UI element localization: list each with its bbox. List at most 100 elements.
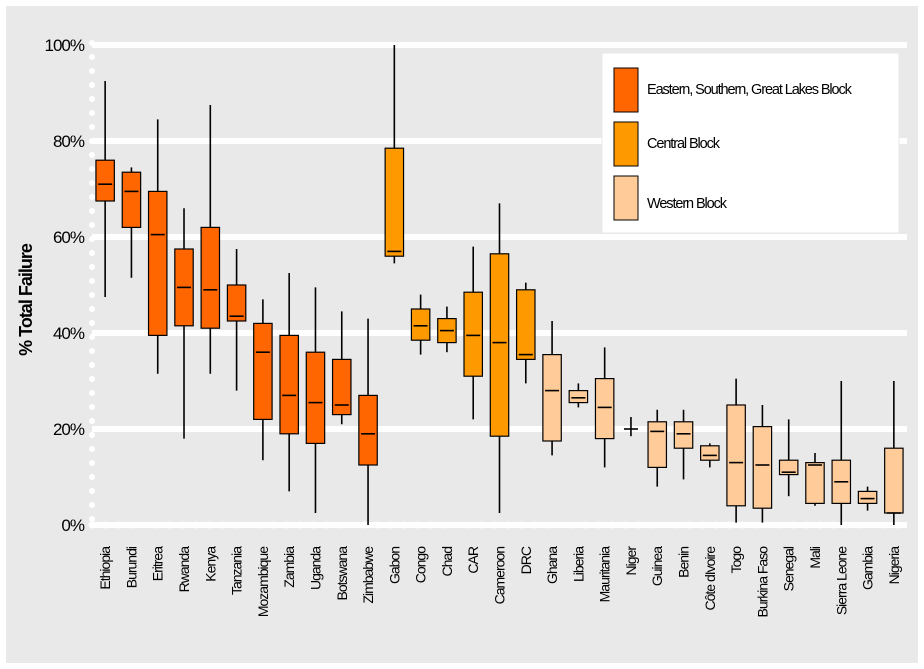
y-tick-label: 60% [53,228,85,247]
box-iqr [410,308,431,341]
x-tick-label: Niger [623,546,639,576]
box-14 [463,246,484,420]
y-axis-ticks: 0% 20% 40% 60% 80% 100% [45,36,86,535]
legend-item: Eastern, Southern, Great Lakes Block [613,67,854,113]
box-iqr [857,490,878,504]
box-25 [752,405,773,523]
box-3 [174,208,194,439]
x-tick-label: Mauritania [597,546,613,603]
box-iqr [305,351,326,445]
box-iqr [489,253,510,437]
box-24 [726,378,746,523]
x-tick-label: Sierra Leone [833,546,849,615]
box-29 [857,486,878,511]
y-tick-label: 80% [53,132,85,151]
x-tick-label: Mali [807,546,823,569]
box-iqr [200,226,221,329]
box-iqr [594,378,615,440]
legend-swatch [613,175,639,221]
box-iqr [568,390,589,404]
x-tick-label: CAR [465,546,481,573]
box-iqr [121,171,142,228]
x-tick-label: Burundi [123,546,139,588]
x-tick-label: Gambia [860,546,876,590]
x-tick-label: Chad [439,547,455,577]
box-iqr [279,334,299,435]
x-tick-label: Mozambique [255,546,271,617]
legend-label: Central Block [647,136,721,152]
y-tick-label: 40% [53,324,85,343]
legend-box [601,52,900,234]
legend: Eastern, Southern, Great Lakes Block Cen… [601,52,900,234]
legend-label: Eastern, Southern, Great Lakes Block [647,82,853,98]
box-23 [700,443,720,468]
box-iqr [515,289,536,360]
box-iqr [884,447,904,514]
x-tick-label: Uganda [307,546,323,590]
legend-item: Central Block [613,121,722,167]
box-4 [200,105,221,374]
legend-item: Western Block [613,175,729,221]
x-tick-label: Kenya [202,546,218,582]
box-iqr [700,445,720,461]
box-0 [95,81,115,297]
y-tick-label: 20% [53,420,85,439]
box-26 [778,419,799,497]
box-9 [331,311,352,425]
y-tick-label: 100% [45,36,85,55]
box-5 [226,249,247,391]
box-22 [673,409,694,480]
x-tick-label: Liberia [570,546,586,582]
x-tick-label: Nigeria [886,546,902,585]
x-tick-label: Zimbabwe [360,546,376,604]
legend-label: Western Block [647,196,728,212]
x-tick-label: Ghana [544,546,560,584]
box-iqr [331,358,352,416]
x-tick-label: Botswana [334,546,350,601]
box-iqr [726,404,746,507]
box-21 [647,409,668,487]
box-series [95,45,904,525]
x-tick-label: Zambia [281,546,297,588]
box-iqr [226,284,247,322]
x-tick-label: Tanzania [229,546,245,595]
box-20 [623,417,638,437]
x-tick-label: Côte dIvoire [702,546,718,611]
box-1 [121,167,142,278]
x-tick-label: DRC [518,546,534,574]
box-iqr [147,190,168,336]
box-7 [279,273,299,492]
x-tick-label: Togo [728,546,744,574]
box-iqr [95,159,115,202]
y-tick-label: 0% [61,516,84,535]
box-iqr [805,462,825,505]
box-27 [805,453,825,506]
x-tick-label: Benin [676,547,692,578]
box-30 [884,381,904,525]
legend-swatch [613,121,639,167]
legend-swatch [613,67,639,113]
box-iqr [752,426,773,509]
box-15 [489,203,510,513]
box-19 [594,347,615,468]
x-tick-label: Burkina Faso [754,546,770,618]
y-axis-title: % Total Failure [16,243,36,356]
x-tick-label: Guinea [649,546,665,586]
x-tick-label: Gabon [386,547,402,584]
x-tick-label: Cameroon [492,547,508,605]
box-iqr [384,147,405,257]
box-iqr [358,394,378,466]
box-6 [253,299,273,461]
box-17 [542,321,562,456]
box-28 [831,381,852,525]
box-2 [147,119,168,374]
x-tick-label: Congo [413,546,429,583]
box-13 [437,306,457,353]
x-tick-label: Rwanda [176,546,192,593]
box-iqr [673,421,694,449]
box-8 [305,287,326,513]
box-iqr [253,322,273,420]
box-16 [515,282,536,384]
box-10 [358,318,378,525]
